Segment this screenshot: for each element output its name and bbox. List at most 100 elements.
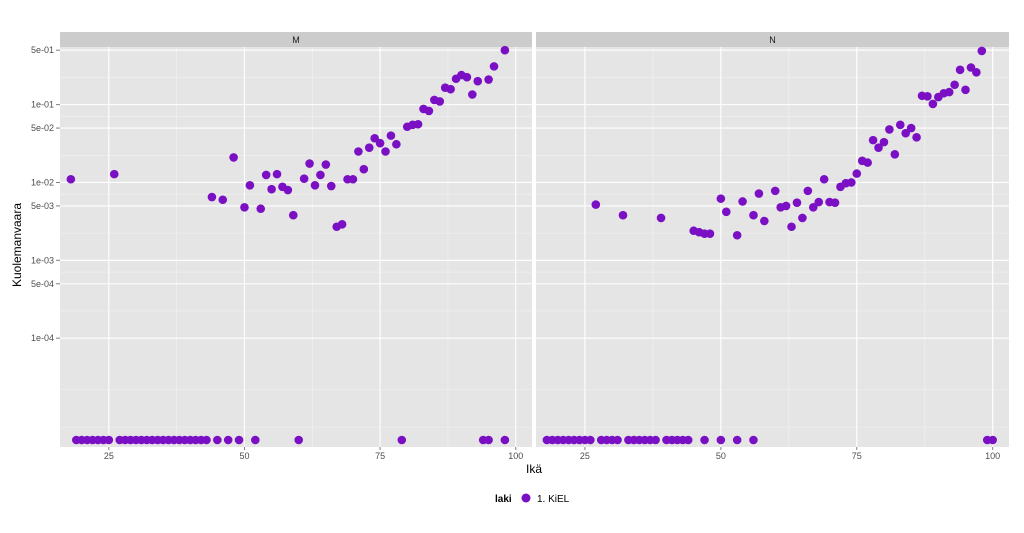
data-point xyxy=(591,200,601,209)
data-point xyxy=(895,120,905,130)
data-point-zero xyxy=(716,435,726,445)
data-point-zero xyxy=(651,435,660,445)
data-point xyxy=(207,192,217,202)
data-point xyxy=(359,164,369,174)
data-point xyxy=(874,143,883,152)
y-tick-label: 1e-01 xyxy=(31,100,54,110)
y-tick-label: 5e-03 xyxy=(31,201,54,211)
legend: laki 1. KiEL xyxy=(495,493,570,505)
data-point xyxy=(337,220,347,229)
data-point xyxy=(749,210,758,220)
facet-strip xyxy=(536,32,1009,47)
data-point xyxy=(944,87,954,97)
data-point-zero xyxy=(484,435,493,445)
data-point xyxy=(321,160,331,169)
data-point xyxy=(386,131,396,140)
data-point-zero xyxy=(251,435,260,445)
data-point xyxy=(375,138,385,148)
data-point xyxy=(354,147,363,156)
x-axis: 25 50 75 100 25 50 75 100 xyxy=(104,447,1000,461)
x-tick-label: 100 xyxy=(508,451,523,461)
data-point-zero xyxy=(586,435,595,445)
legend-key-point xyxy=(521,493,531,503)
data-point xyxy=(299,174,309,183)
data-point xyxy=(716,194,726,203)
data-point-zero xyxy=(202,435,211,445)
data-point xyxy=(955,65,965,75)
data-point xyxy=(912,133,921,142)
data-point xyxy=(732,230,742,240)
data-point xyxy=(879,137,889,147)
data-point xyxy=(923,91,932,101)
x-axis-title: Ikä xyxy=(526,462,542,476)
data-point xyxy=(462,72,472,82)
data-points xyxy=(66,45,510,445)
data-point xyxy=(348,174,358,184)
data-point xyxy=(267,184,276,194)
data-point xyxy=(972,68,981,77)
data-point xyxy=(618,210,628,220)
data-point-zero xyxy=(613,435,622,445)
x-tick-label: 75 xyxy=(852,451,862,461)
data-point xyxy=(364,143,374,152)
data-point xyxy=(446,84,455,94)
data-point xyxy=(109,169,119,179)
legend-item-label: 1. KiEL xyxy=(537,494,570,505)
panel-m: M xyxy=(60,32,532,447)
facet-strip xyxy=(60,32,532,47)
data-point xyxy=(868,135,878,145)
data-point xyxy=(901,128,911,138)
y-tick-label: 1e-04 xyxy=(31,333,54,343)
data-point xyxy=(316,170,325,180)
data-point-zero xyxy=(683,435,693,445)
data-point xyxy=(705,229,715,238)
data-point xyxy=(814,197,824,207)
y-tick-label: 5e-01 xyxy=(31,45,54,55)
data-point xyxy=(890,150,900,159)
data-points xyxy=(542,46,997,445)
data-point xyxy=(792,198,802,207)
data-point xyxy=(413,119,423,129)
data-point xyxy=(961,85,970,95)
data-point-zero xyxy=(749,435,758,445)
data-point-zero xyxy=(988,435,997,445)
x-tick-label: 50 xyxy=(239,451,249,461)
y-axis-title: Kuolemanvaara xyxy=(10,203,24,287)
data-point xyxy=(240,202,249,212)
facet-strip-label: M xyxy=(292,35,300,45)
data-point xyxy=(500,45,510,55)
data-point xyxy=(229,153,238,162)
data-point xyxy=(473,76,483,86)
data-point xyxy=(770,186,780,196)
data-point xyxy=(424,106,434,116)
data-point xyxy=(928,99,938,109)
data-point xyxy=(787,222,796,232)
x-tick-label: 50 xyxy=(716,451,726,461)
x-tick-label: 100 xyxy=(985,451,1000,461)
data-point xyxy=(760,216,769,226)
data-point-zero xyxy=(213,435,222,445)
data-point-zero xyxy=(223,435,233,445)
data-point xyxy=(885,125,894,134)
data-point-zero xyxy=(234,435,244,445)
data-point-zero xyxy=(732,435,742,445)
data-point xyxy=(656,213,666,223)
data-point xyxy=(489,62,499,71)
facet-strip-label: N xyxy=(769,35,776,45)
data-point xyxy=(808,202,818,212)
y-axis: 1e-04 5e-04 1e-03 5e-03 1e-02 5e-02 1e-01 5e-01 xyxy=(31,45,60,343)
legend-title: laki xyxy=(495,494,512,505)
x-tick-label: 25 xyxy=(580,451,590,461)
data-point xyxy=(977,46,987,56)
data-point-zero xyxy=(500,435,510,445)
data-point xyxy=(261,170,271,180)
data-point xyxy=(798,213,807,223)
panel-background xyxy=(536,47,1009,447)
data-point xyxy=(283,185,293,195)
x-tick-label: 25 xyxy=(104,451,114,461)
data-point xyxy=(721,207,731,217)
data-point xyxy=(803,186,813,196)
data-point xyxy=(435,97,445,106)
